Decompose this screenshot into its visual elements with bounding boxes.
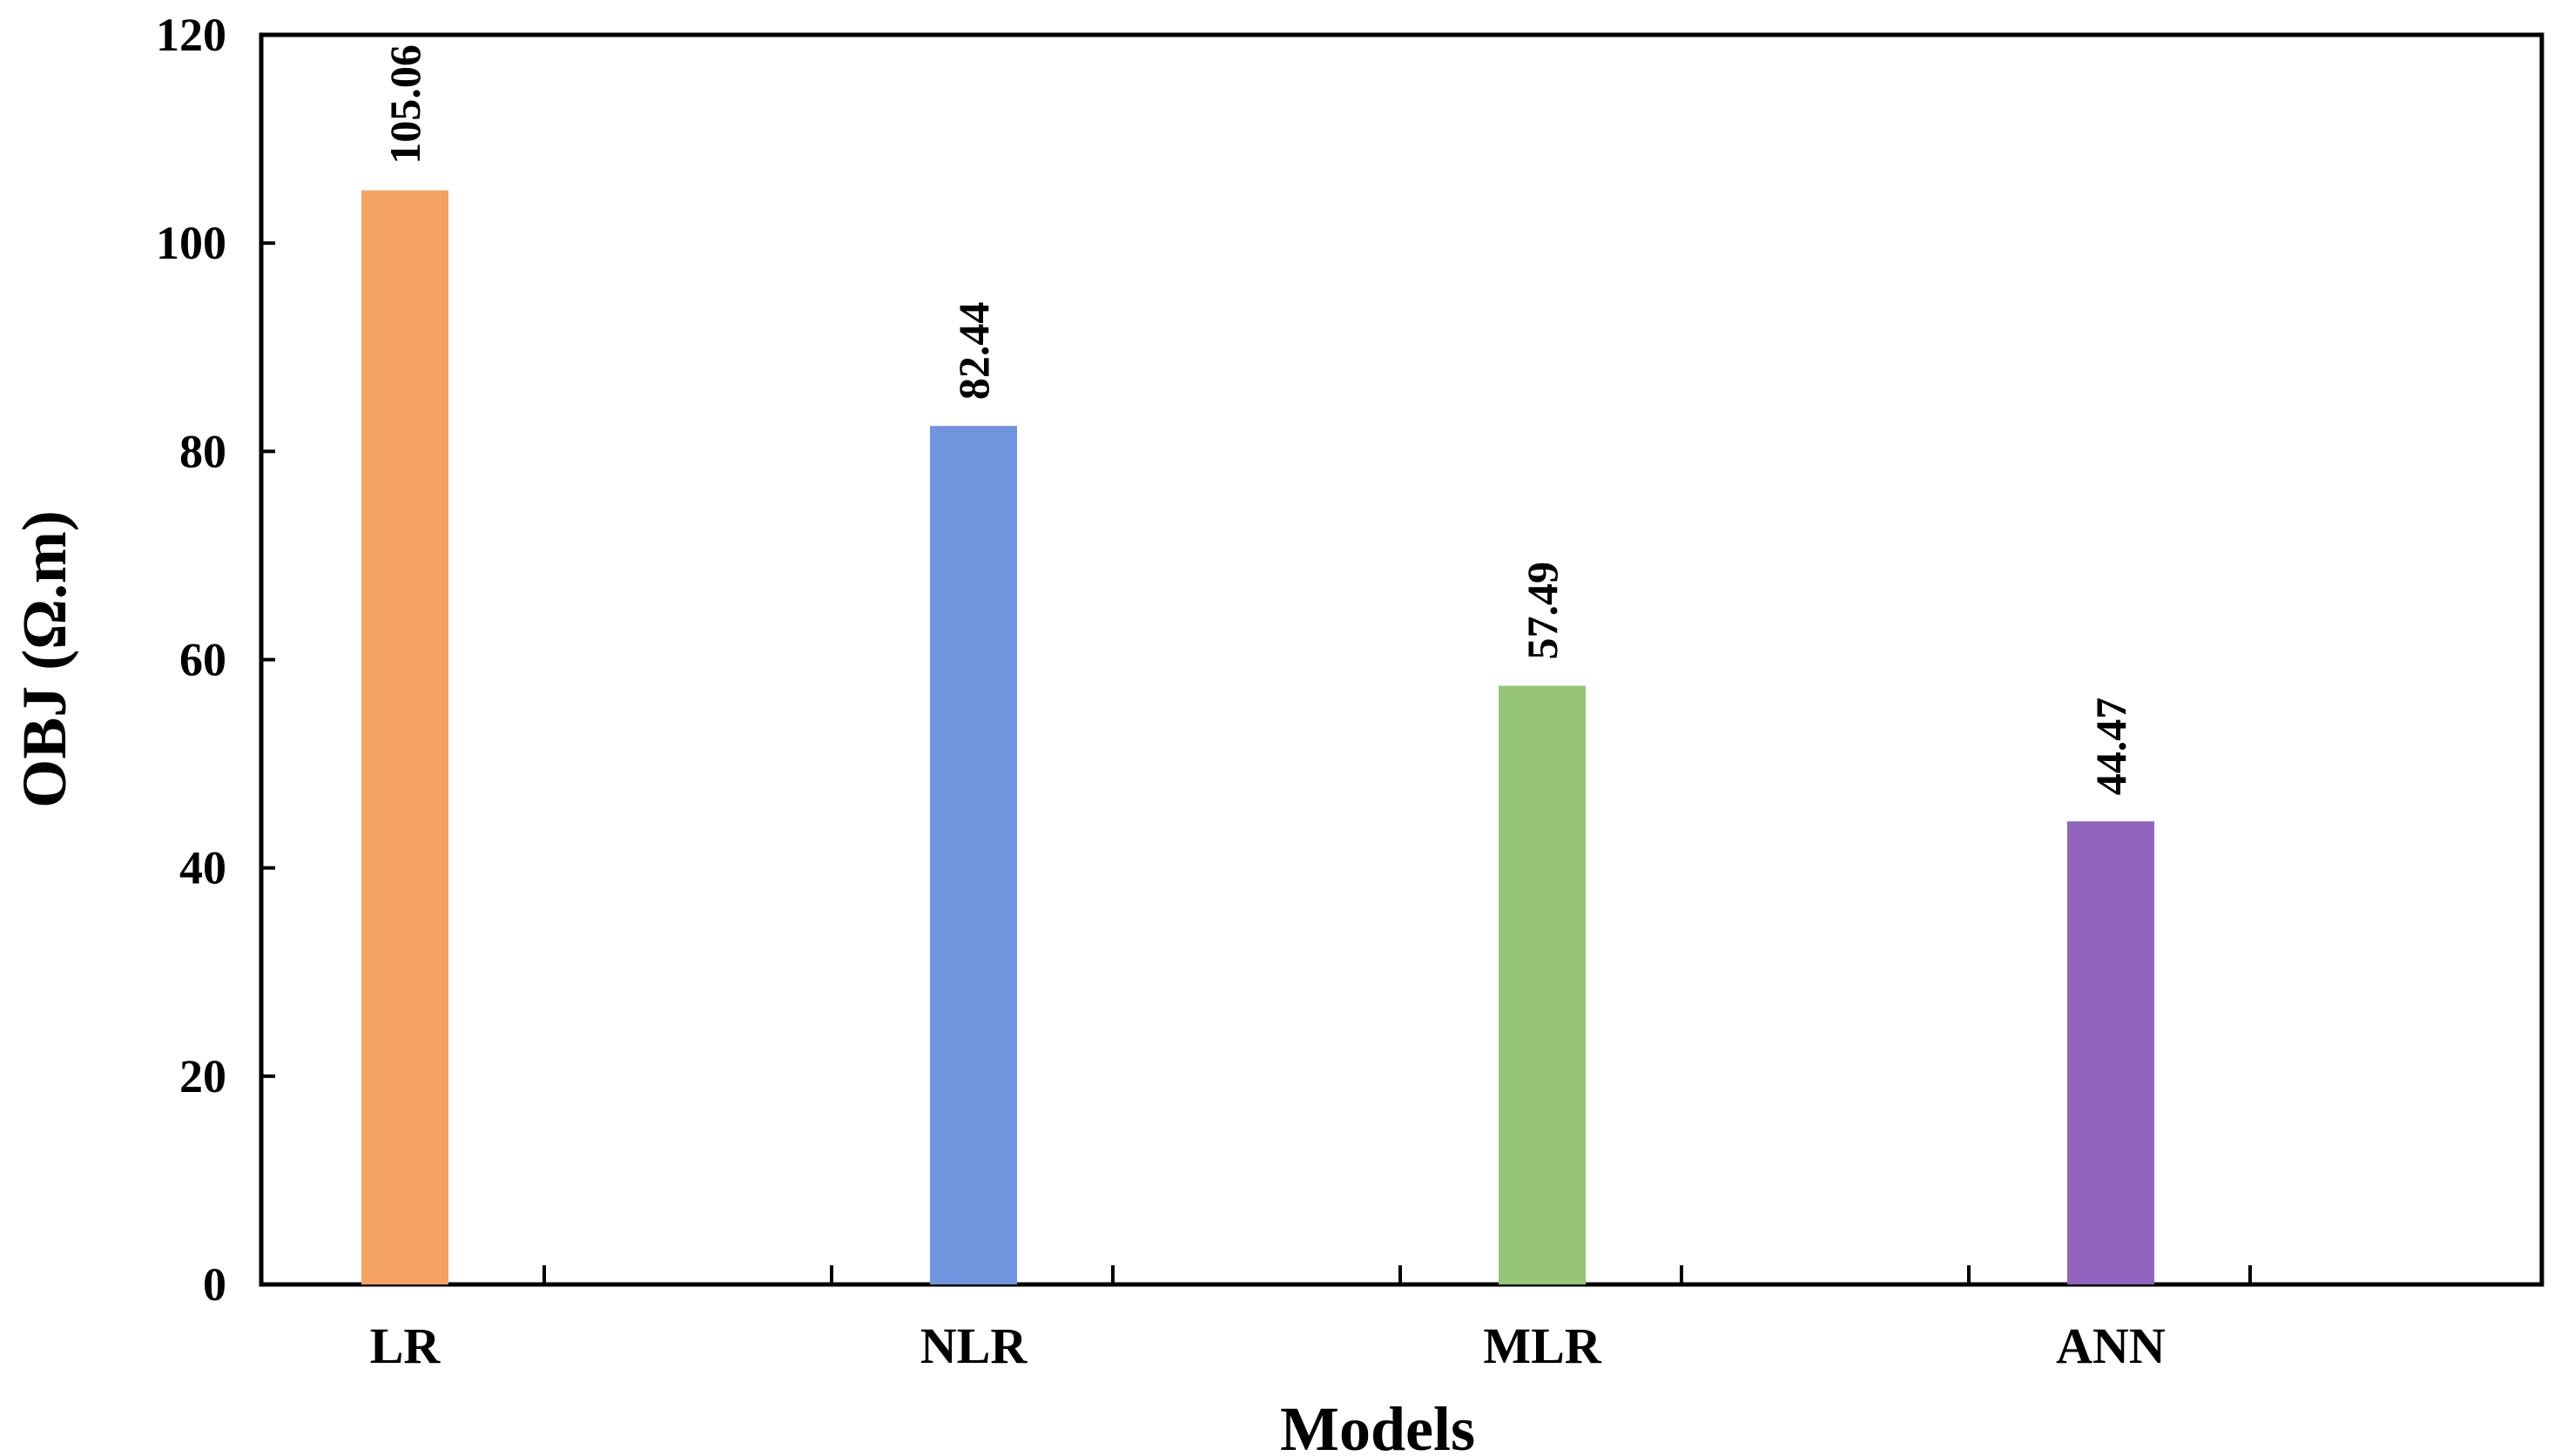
bar-mlr — [1499, 685, 1586, 1284]
x-axis-title: Models — [1280, 1394, 1475, 1456]
category-label-ann: ANN — [2056, 1318, 2166, 1374]
data-label-mlr: 57.49 — [1518, 562, 1567, 660]
x-axis: LR NLR MLR ANN — [370, 1265, 2252, 1374]
y-tick-label: 0 — [203, 1258, 226, 1311]
y-tick-label: 20 — [179, 1050, 226, 1102]
category-label-lr: LR — [370, 1318, 441, 1374]
y-tick-label: 120 — [156, 9, 226, 61]
y-tick-label: 60 — [179, 634, 226, 686]
plot-frame — [259, 32, 2544, 1287]
y-tick-label: 100 — [156, 217, 226, 269]
data-label-nlr: 82.44 — [949, 302, 998, 401]
bar-lr — [361, 190, 448, 1285]
data-label-lr: 105.06 — [381, 44, 429, 165]
y-axis: 0 20 40 60 80 100 120 — [156, 9, 275, 1311]
y-tick-label: 80 — [179, 425, 226, 477]
category-label-nlr: NLR — [920, 1318, 1028, 1374]
data-label-ann: 44.47 — [2086, 698, 2135, 796]
category-label-mlr: MLR — [1483, 1318, 1601, 1374]
y-axis-title: OBJ (Ω.m) — [10, 510, 79, 808]
y-tick-label: 40 — [179, 842, 226, 894]
bars — [361, 190, 2154, 1285]
data-labels: 105.06 82.44 57.49 44.47 — [381, 44, 2135, 795]
bar-nlr — [930, 426, 1017, 1284]
bar-ann — [2067, 821, 2154, 1284]
